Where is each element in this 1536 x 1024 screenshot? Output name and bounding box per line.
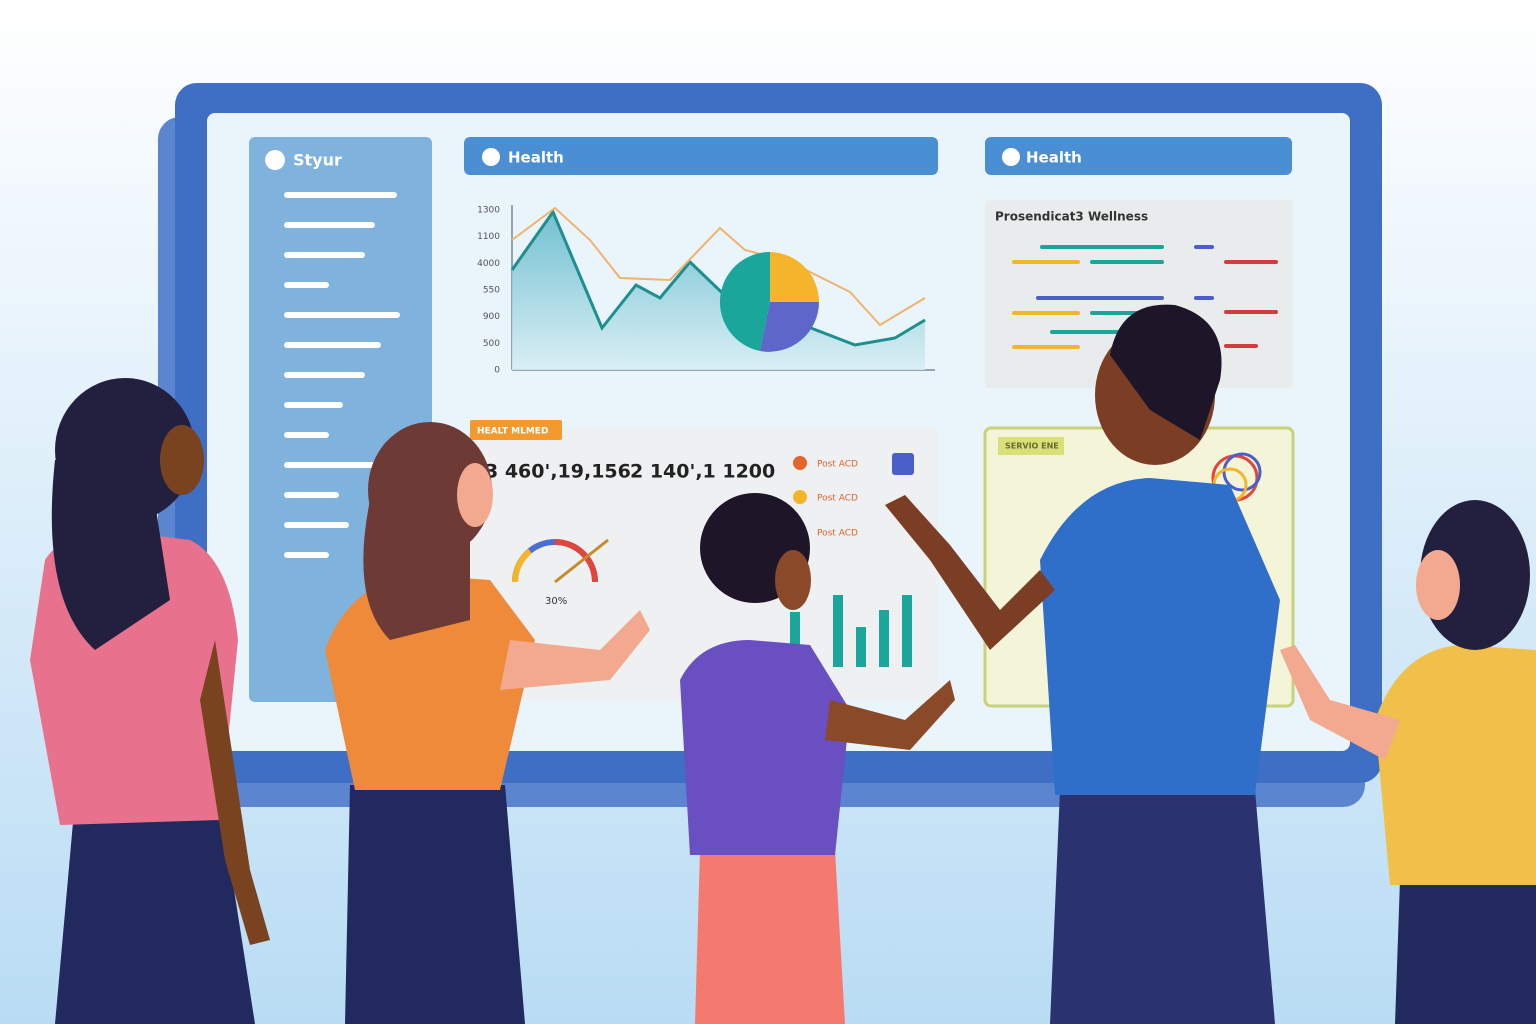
mini-bars — [790, 595, 912, 667]
gauge — [554, 539, 598, 583]
wellness-header — [985, 137, 1292, 175]
header-icon — [1002, 148, 1020, 166]
sidebar-icon — [265, 150, 285, 170]
arm — [825, 680, 955, 750]
face — [160, 425, 204, 495]
arm — [500, 610, 650, 690]
pie-chart — [719, 251, 819, 352]
shirt — [1375, 645, 1536, 885]
wellness-header-title: Health — [1026, 149, 1082, 167]
axis-label: 500 — [483, 339, 500, 349]
gauge-needle — [554, 538, 609, 584]
mini-bar — [902, 595, 912, 667]
face — [1416, 550, 1460, 620]
sidebar-title: Styur — [293, 151, 342, 170]
legend-text: Post ACD — [817, 494, 858, 504]
legend-text: Post ACD — [817, 460, 858, 470]
metric-value: 2 140',1 1200 — [630, 461, 775, 483]
person — [1280, 500, 1536, 1024]
mini-bar — [833, 595, 843, 667]
axis-label: 0 — [494, 366, 500, 376]
shirt — [1040, 478, 1280, 795]
pants — [55, 800, 255, 1024]
pants — [1395, 880, 1536, 1024]
shirt — [680, 640, 850, 855]
sidebar-menu — [284, 192, 400, 558]
pants — [345, 785, 525, 1024]
y-axis-labels: 1300 1100 4000 550 900 500 0 — [477, 206, 500, 376]
header-icon — [482, 148, 500, 166]
axis-label: 900 — [483, 312, 500, 322]
axis-label: 550 — [483, 286, 500, 296]
badge — [998, 437, 1064, 455]
pie-slice — [770, 252, 819, 302]
icon — [1222, 452, 1262, 492]
axis-label: 4000 — [477, 259, 500, 269]
mini-bar — [856, 627, 866, 667]
mini-bar — [879, 610, 889, 667]
metric-value: 3 460',19,156 — [485, 461, 631, 483]
arm — [200, 640, 270, 945]
shirt — [325, 575, 535, 790]
person — [30, 378, 270, 1024]
hair — [51, 460, 170, 650]
mini-bar — [790, 612, 800, 667]
hair — [1110, 304, 1222, 440]
line-series — [511, 206, 926, 327]
pie-slice — [719, 251, 770, 351]
pants — [1050, 790, 1275, 1024]
gauge-label: 30% — [545, 596, 567, 607]
legend-dot — [793, 490, 807, 504]
badge-text: HEALT MLMED — [477, 427, 548, 437]
face — [775, 550, 811, 610]
icon — [892, 453, 914, 475]
axis-label: 1100 — [477, 232, 500, 242]
person — [325, 422, 650, 1024]
chart-header — [464, 137, 938, 175]
badge — [470, 420, 562, 440]
chart-header-title: Health — [508, 149, 564, 167]
axis-label: 1300 — [477, 206, 500, 216]
legend-text: Post ACD — [817, 529, 858, 539]
line-series — [510, 208, 926, 347]
wellness-title: Prosendicat3 Wellness — [995, 210, 1148, 224]
arm — [885, 495, 1055, 650]
face — [457, 463, 493, 527]
arm — [1280, 645, 1400, 760]
pants — [695, 850, 845, 1024]
hair — [363, 500, 470, 640]
pie-slice — [760, 302, 819, 352]
badge-text: SERVIO ENE — [1005, 442, 1059, 451]
legend-dot — [793, 456, 807, 470]
person — [885, 304, 1280, 1024]
gauge — [512, 548, 532, 583]
person — [680, 493, 955, 1024]
